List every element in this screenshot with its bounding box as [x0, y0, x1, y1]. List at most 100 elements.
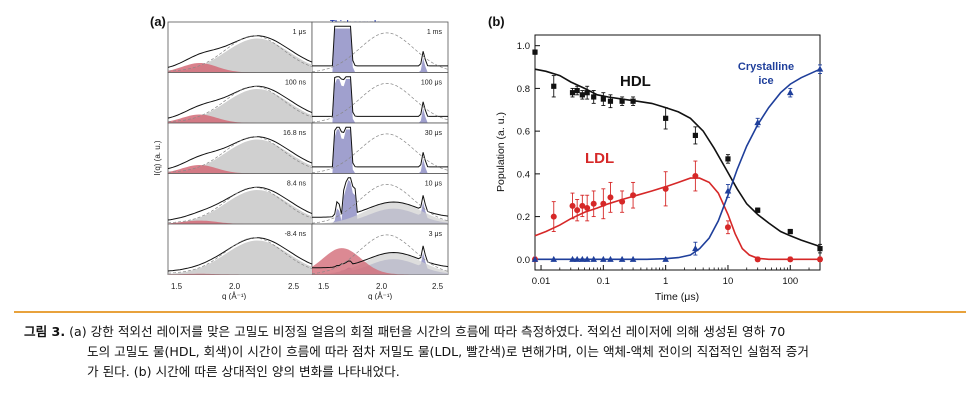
ldl-point — [584, 205, 591, 212]
crystalline-ice-point — [629, 255, 637, 262]
crystalline-ice-point — [573, 255, 581, 262]
ice-peak-fill — [312, 79, 448, 123]
ldl-point — [569, 202, 576, 209]
hdl-point — [532, 49, 538, 55]
ldl-hump-fill — [168, 220, 312, 224]
hdl-point — [630, 98, 636, 104]
hdl-point — [663, 115, 669, 121]
y-tick-label: 0.2 — [517, 212, 530, 223]
left-time-label: 1 μs — [293, 29, 307, 36]
figure-caption: 그림 3. (a) 강한 적외선 레이저를 맞은 고밀도 비정질 얼음의 회절 패… — [24, 322, 964, 382]
y-tick-label: 0.4 — [517, 169, 530, 180]
ldl-hump-fill — [168, 165, 312, 174]
a-xtick-left-2: 2.0 — [229, 282, 241, 291]
a-xtick-left-1: 1.5 — [171, 282, 183, 291]
crystalline-ice-point — [692, 245, 699, 252]
crystalline-ice-point — [569, 255, 576, 262]
ldl-point — [754, 256, 761, 263]
x-tick-label: 10 — [723, 276, 734, 287]
y-tick-label: 1.0 — [517, 41, 530, 52]
hdl-point — [569, 90, 576, 96]
right-total-curve — [312, 245, 449, 269]
crystalline-ice-point — [618, 255, 626, 262]
hdl-hump-fill — [168, 240, 312, 275]
a-xtick-right-1: 1.5 — [318, 282, 330, 291]
ice-peak-fill — [312, 180, 448, 224]
hdl-annotation: HDL — [620, 73, 651, 90]
hdl-point — [584, 90, 590, 96]
right-time-label: 1 ms — [427, 29, 443, 36]
hdl-hump-fill — [168, 89, 312, 123]
right-total-curve — [312, 76, 448, 117]
x-axis-label: Time (μs) — [655, 291, 699, 303]
reference-curve — [167, 186, 313, 223]
a-xtick-right-2: 2.0 — [376, 282, 388, 291]
ldl-point — [579, 202, 586, 209]
reference-curve — [167, 237, 313, 274]
hdl-point — [692, 132, 698, 139]
caption-line-3: 가 된다. (b) 시간에 따른 상대적인 양의 변화를 나타내었다. — [87, 364, 400, 379]
hdl-hump-fill — [168, 190, 312, 224]
ldl-point — [550, 213, 557, 220]
ice-peak-fill — [312, 28, 448, 73]
ice-annotation-line2: ice — [758, 75, 773, 87]
hdl-hump-fill — [168, 139, 312, 174]
section-divider — [14, 311, 966, 313]
crystalline-ice-point — [550, 255, 558, 262]
ldl-annotation: LDL — [585, 150, 614, 167]
residual-ldl-fill — [312, 248, 448, 275]
ldl-fit-line — [534, 177, 820, 261]
a-xtick-right-3: 2.5 — [432, 282, 444, 291]
ldl-point — [692, 173, 699, 179]
right-time-label: 3 μs — [429, 231, 443, 238]
hdl-fit-line — [534, 68, 821, 248]
reference-curve — [167, 136, 313, 173]
x-tick-label: 100 — [782, 276, 798, 287]
crystalline-ice-point — [579, 255, 586, 262]
ice-peak-fill — [312, 129, 448, 174]
right-total-curve — [312, 126, 448, 168]
crystalline-ice-point — [600, 255, 607, 262]
crystalline-ice-point — [724, 187, 732, 194]
left-time-label: 16.8 ns — [283, 130, 306, 137]
right-total-curve — [312, 25, 448, 67]
crystalline-ice-point — [662, 255, 669, 262]
crystalline-ice-point — [816, 65, 824, 72]
a-xlabel-left: q (Å⁻¹) — [222, 292, 247, 300]
a-xlabel-right: q (Å⁻¹) — [368, 292, 393, 300]
hdl-point — [600, 96, 606, 102]
ldl-point — [600, 200, 607, 207]
crystalline-ice-point — [786, 89, 794, 96]
caption-lead: 그림 3. — [24, 324, 66, 339]
right-total-curve — [312, 177, 449, 218]
right-time-label: 30 μs — [425, 130, 443, 137]
hdl-point — [619, 98, 625, 104]
hdl-point — [755, 207, 761, 213]
hdl-point — [574, 87, 580, 94]
hdl-point — [551, 83, 557, 89]
x-tick-label: 1 — [663, 276, 668, 287]
reference-curve — [167, 85, 313, 122]
left-time-label: 100 ns — [285, 80, 307, 87]
panel-a-label: (a) — [150, 14, 166, 29]
ldl-point — [817, 256, 823, 263]
hdl-point — [591, 94, 597, 100]
crystalline-ice-point — [531, 255, 539, 262]
hdl-point — [787, 228, 793, 235]
hdl-point — [817, 246, 823, 252]
ice-annotation-line1: Crystalline — [738, 61, 794, 73]
hdl-point — [607, 98, 614, 104]
y-tick-label: 0.0 — [517, 255, 530, 266]
panel-a-ylabel: I(q) (a. u.) — [153, 140, 162, 175]
ldl-hump-fill — [168, 273, 312, 275]
caption-line-2: 도의 고밀도 물(HDL, 회색)이 시간이 흐름에 따라 점차 저밀도 물(L… — [87, 344, 809, 359]
right-time-label: 100 μs — [421, 80, 443, 87]
crystalline-ice-point — [583, 255, 591, 262]
crystalline-ice-point — [754, 119, 761, 126]
right-time-label: 10 μs — [425, 181, 443, 188]
left-time-label: 8.4 ns — [287, 181, 307, 188]
ldl-point — [787, 256, 794, 263]
ldl-hump-fill — [168, 114, 312, 123]
reference-curve — [167, 35, 313, 72]
